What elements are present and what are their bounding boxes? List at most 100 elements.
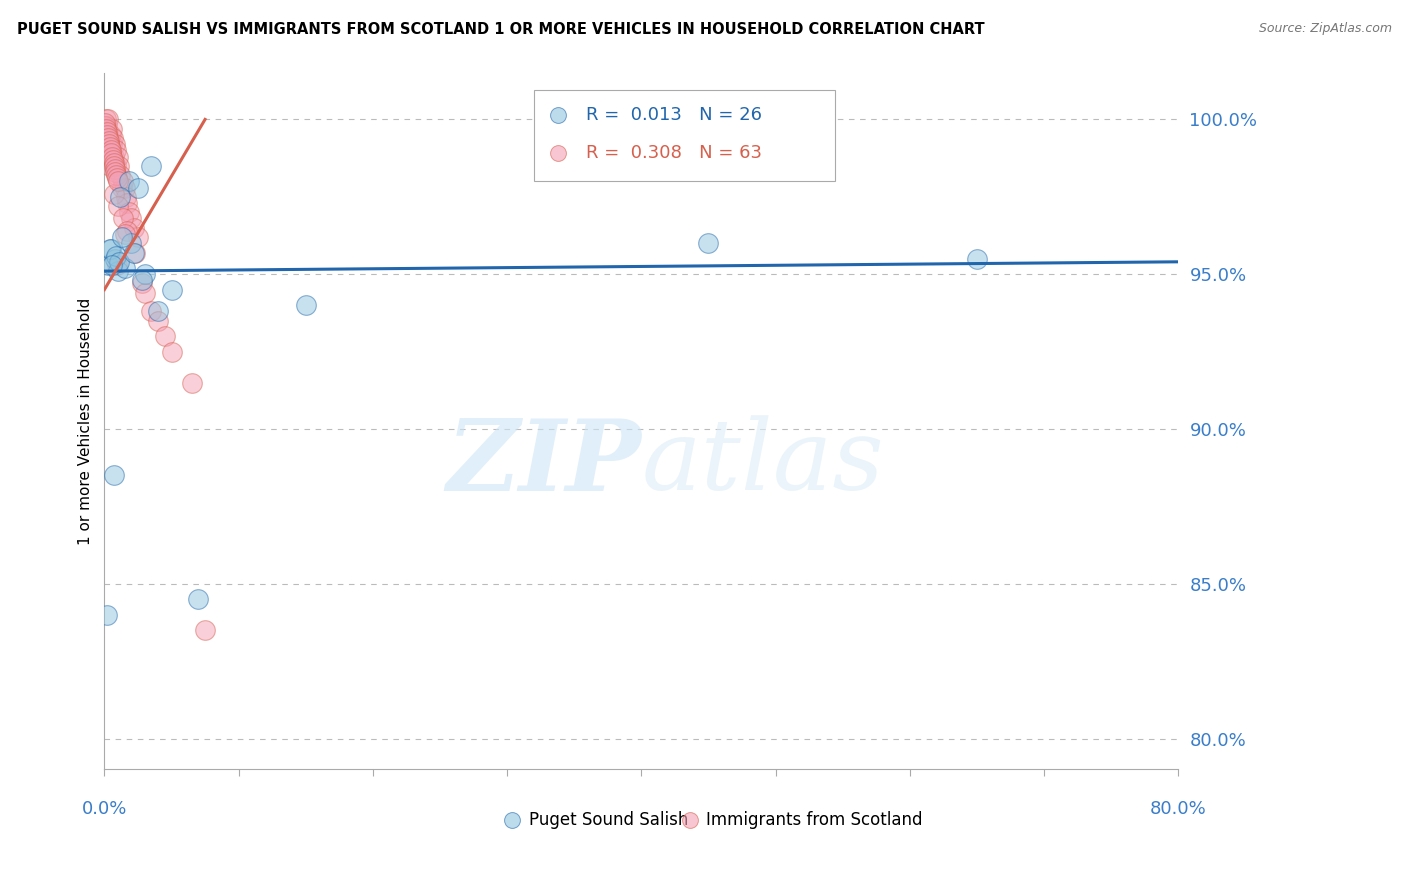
Point xyxy=(111,211,134,226)
Text: 80.0%: 80.0% xyxy=(1150,800,1206,818)
Point xyxy=(97,131,120,145)
Point xyxy=(94,121,117,136)
Point xyxy=(98,137,121,152)
Point xyxy=(134,267,156,281)
Point xyxy=(187,592,209,607)
Point xyxy=(105,171,128,186)
Point xyxy=(104,161,127,176)
Point xyxy=(96,112,118,127)
Point xyxy=(153,329,176,343)
Point xyxy=(107,264,129,278)
Point xyxy=(107,199,129,213)
Point xyxy=(120,236,142,251)
Point xyxy=(103,150,125,164)
Point xyxy=(105,144,128,158)
Text: 0.0%: 0.0% xyxy=(82,800,127,818)
Text: ZIP: ZIP xyxy=(446,415,641,511)
Point xyxy=(160,344,183,359)
Point xyxy=(180,376,202,390)
Text: atlas: atlas xyxy=(641,416,884,511)
Point xyxy=(100,144,122,158)
Point xyxy=(107,150,129,164)
Point xyxy=(103,155,125,169)
Point xyxy=(117,205,139,219)
Point xyxy=(194,623,217,637)
Point xyxy=(141,304,163,318)
Text: Source: ZipAtlas.com: Source: ZipAtlas.com xyxy=(1258,22,1392,36)
Point xyxy=(103,159,125,173)
Text: R =  0.013   N = 26: R = 0.013 N = 26 xyxy=(585,106,762,124)
Point xyxy=(105,249,128,263)
Point xyxy=(112,174,135,188)
Point xyxy=(101,131,124,145)
Point xyxy=(146,304,169,318)
Point xyxy=(115,190,138,204)
Point xyxy=(114,180,136,194)
Point xyxy=(124,245,146,260)
Text: PUGET SOUND SALISH VS IMMIGRANTS FROM SCOTLAND 1 OR MORE VEHICLES IN HOUSEHOLD C: PUGET SOUND SALISH VS IMMIGRANTS FROM SC… xyxy=(17,22,984,37)
Text: R =  0.308   N = 63: R = 0.308 N = 63 xyxy=(585,145,762,162)
Point xyxy=(131,273,153,287)
Point xyxy=(122,220,145,235)
Point xyxy=(111,230,134,244)
Point xyxy=(146,313,169,327)
Point xyxy=(115,224,138,238)
Point xyxy=(105,258,128,272)
Point xyxy=(100,243,122,257)
Point xyxy=(98,140,121,154)
Point xyxy=(103,468,125,483)
Point xyxy=(100,128,122,142)
Point xyxy=(134,285,156,300)
Point xyxy=(98,144,121,158)
Point xyxy=(127,230,149,244)
Text: Immigrants from Scotland: Immigrants from Scotland xyxy=(706,811,922,829)
Point xyxy=(98,243,121,257)
Point xyxy=(104,159,127,173)
Point xyxy=(697,236,720,251)
Point xyxy=(122,245,145,260)
Point xyxy=(96,119,118,133)
Point xyxy=(141,159,163,173)
Point xyxy=(101,258,124,272)
Point xyxy=(107,174,129,188)
Point xyxy=(117,174,139,188)
Point xyxy=(97,134,120,148)
Y-axis label: 1 or more Vehicles in Household: 1 or more Vehicles in Household xyxy=(79,298,93,545)
Point xyxy=(104,252,127,266)
Point xyxy=(97,258,120,272)
Point xyxy=(101,153,124,167)
Point xyxy=(114,227,136,241)
Point xyxy=(98,134,121,148)
Point xyxy=(100,159,122,173)
Point xyxy=(131,277,153,291)
Point xyxy=(97,125,120,139)
Point xyxy=(294,298,316,312)
Point xyxy=(105,168,128,182)
Point xyxy=(94,119,117,133)
FancyBboxPatch shape xyxy=(534,90,835,181)
Point xyxy=(100,146,122,161)
Point xyxy=(111,180,134,194)
Text: Puget Sound Salish: Puget Sound Salish xyxy=(529,811,688,829)
Point xyxy=(101,121,124,136)
Point xyxy=(100,137,122,152)
Point xyxy=(104,165,127,179)
Point xyxy=(108,159,131,173)
Point xyxy=(127,180,149,194)
Point xyxy=(94,128,117,142)
Point xyxy=(97,112,120,127)
Point xyxy=(110,190,132,204)
Point xyxy=(114,260,136,275)
Point xyxy=(94,115,117,129)
Point xyxy=(96,128,118,142)
Point xyxy=(104,137,127,152)
Point xyxy=(115,196,138,211)
Point xyxy=(110,168,132,182)
Point xyxy=(120,211,142,226)
Point xyxy=(108,255,131,269)
Point xyxy=(160,283,183,297)
Point xyxy=(103,186,125,201)
Point xyxy=(966,252,988,266)
Point xyxy=(101,150,124,164)
Point xyxy=(96,607,118,622)
